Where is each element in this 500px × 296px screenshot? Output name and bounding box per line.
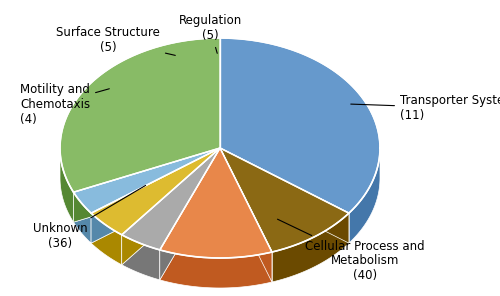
Polygon shape	[122, 148, 220, 265]
Text: Transporter Systems
(11): Transporter Systems (11)	[351, 94, 500, 122]
Polygon shape	[60, 38, 220, 192]
Polygon shape	[220, 148, 272, 282]
Polygon shape	[91, 148, 220, 235]
Polygon shape	[160, 148, 220, 280]
Polygon shape	[74, 192, 91, 243]
Polygon shape	[122, 235, 160, 280]
Polygon shape	[349, 148, 380, 243]
Polygon shape	[160, 148, 220, 280]
Polygon shape	[220, 148, 349, 243]
Polygon shape	[220, 38, 380, 213]
Polygon shape	[122, 148, 220, 265]
Polygon shape	[74, 148, 220, 222]
Text: Surface Structure
(5): Surface Structure (5)	[56, 26, 176, 55]
Polygon shape	[60, 149, 74, 222]
Polygon shape	[91, 213, 122, 265]
Polygon shape	[160, 148, 272, 258]
Polygon shape	[272, 213, 349, 282]
Polygon shape	[220, 148, 349, 252]
Polygon shape	[91, 148, 220, 243]
Polygon shape	[220, 148, 272, 282]
Text: Motility and
Chemotaxis
(4): Motility and Chemotaxis (4)	[20, 83, 110, 126]
Text: Cellular Process and
Metabolism
(40): Cellular Process and Metabolism (40)	[278, 219, 425, 282]
Polygon shape	[220, 148, 349, 243]
Text: Unknown
(36): Unknown (36)	[32, 185, 146, 250]
Polygon shape	[74, 148, 220, 213]
Polygon shape	[74, 148, 220, 222]
Polygon shape	[122, 148, 220, 250]
Polygon shape	[160, 250, 272, 288]
Text: Regulation
(5): Regulation (5)	[178, 14, 242, 53]
Polygon shape	[91, 148, 220, 243]
